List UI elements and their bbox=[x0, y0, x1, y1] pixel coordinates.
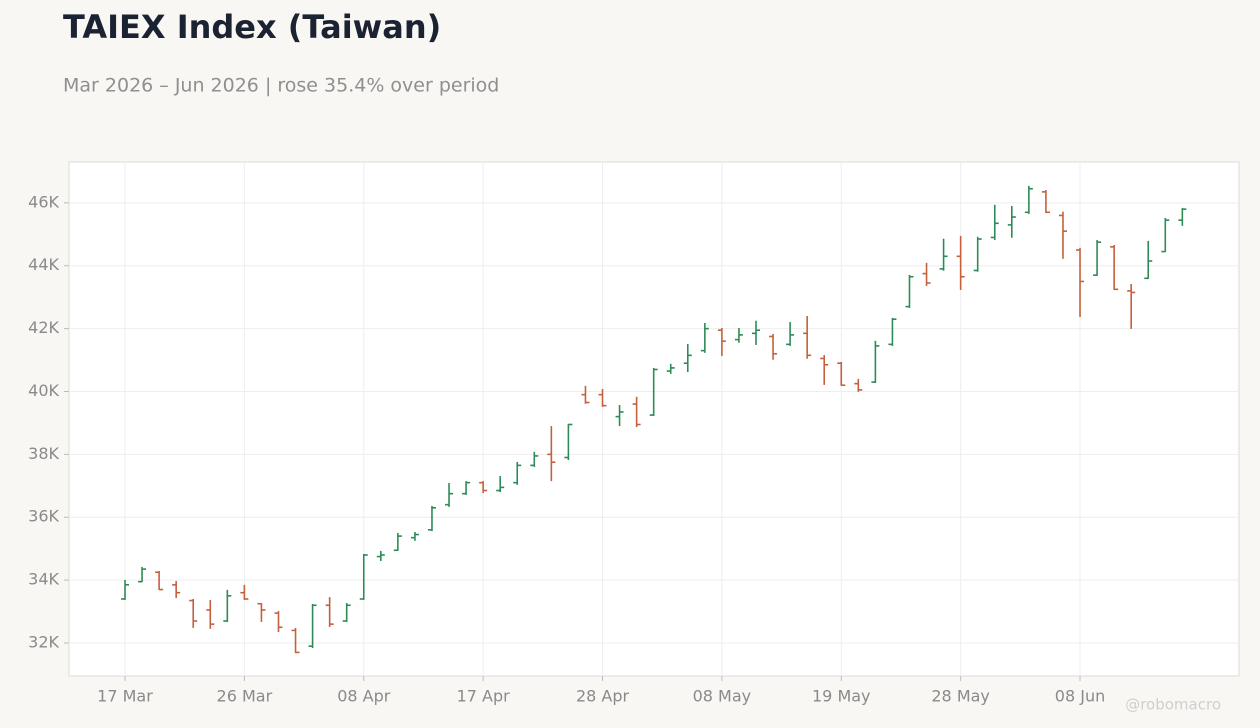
watermark: @robomacro bbox=[1125, 696, 1221, 714]
y-tick-label: 40K bbox=[28, 381, 59, 400]
y-tick-label: 42K bbox=[28, 318, 59, 337]
y-tick-label: 34K bbox=[28, 570, 59, 589]
x-tick-label: 08 May bbox=[693, 687, 752, 706]
x-tick-label: 26 Mar bbox=[217, 687, 273, 706]
x-tick-label: 08 Apr bbox=[337, 687, 391, 706]
x-tick-label: 08 Jun bbox=[1055, 687, 1105, 706]
x-tick-label: 28 Apr bbox=[576, 687, 630, 706]
chart-subtitle: Mar 2026 – Jun 2026 | rose 35.4% over pe… bbox=[63, 75, 499, 97]
plot-area bbox=[68, 161, 1240, 677]
x-tick-label: 28 May bbox=[931, 687, 990, 706]
chart-title: TAIEX Index (Taiwan) bbox=[63, 8, 441, 46]
x-tick-label: 17 Mar bbox=[97, 687, 153, 706]
y-tick-label: 38K bbox=[28, 444, 59, 463]
x-tick-label: 17 Apr bbox=[457, 687, 511, 706]
x-tick-label: 19 May bbox=[812, 687, 871, 706]
y-tick-label: 46K bbox=[28, 192, 59, 211]
y-tick-label: 36K bbox=[28, 507, 59, 526]
y-tick-label: 44K bbox=[28, 255, 59, 274]
y-tick-label: 32K bbox=[28, 632, 59, 651]
